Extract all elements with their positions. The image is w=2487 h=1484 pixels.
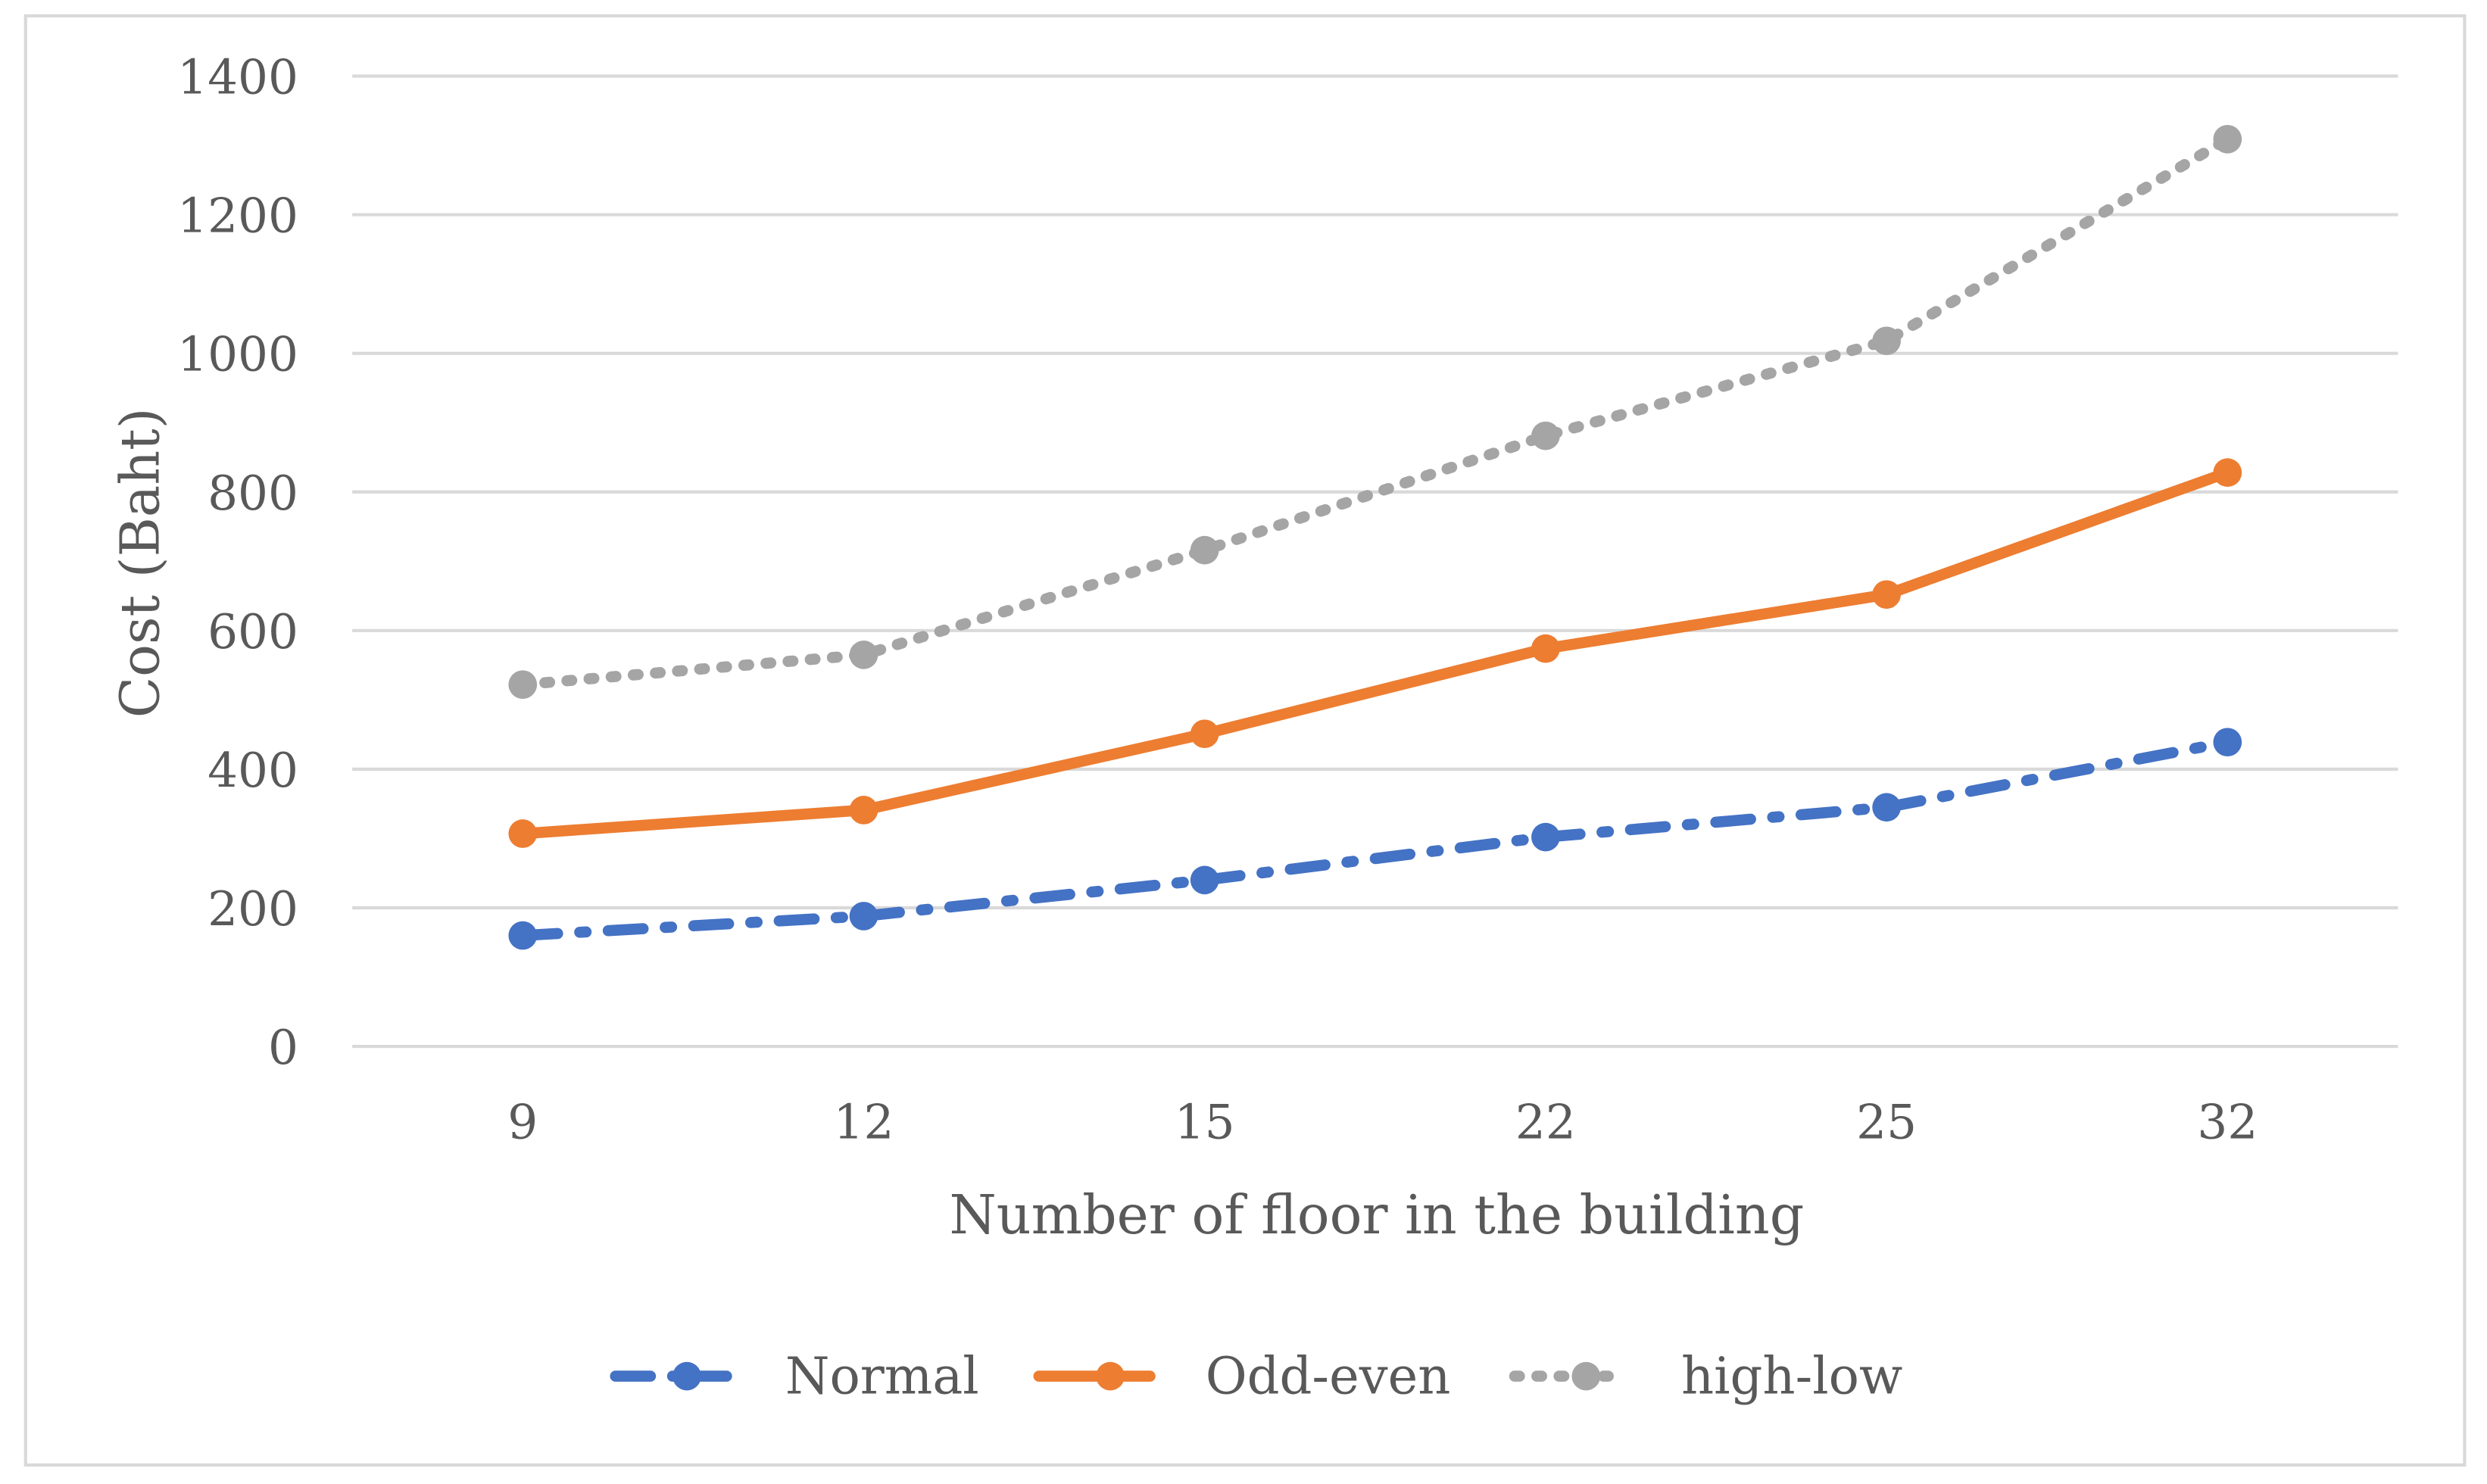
legend-item: Normal <box>610 1347 979 1406</box>
y-axis-label: Cost (Baht) <box>109 407 172 718</box>
data-point <box>1872 580 1901 610</box>
data-point <box>2213 458 2242 487</box>
y-tick-label: 200 <box>208 881 298 937</box>
data-point <box>1872 326 1901 356</box>
data-point <box>849 902 878 931</box>
x-axis-label: Number of floor in the building <box>949 1183 1804 1246</box>
y-tick-label: 1000 <box>177 327 298 382</box>
data-point <box>508 921 538 950</box>
legend-marker <box>1096 1361 1125 1391</box>
data-point <box>1531 822 1560 852</box>
y-tick-label: 400 <box>208 743 298 798</box>
data-point <box>1872 793 1901 822</box>
x-tick-label: 25 <box>1856 1095 1917 1150</box>
series-normal <box>508 728 2242 950</box>
y-tick-label: 0 <box>268 1020 298 1075</box>
legend: Normal Odd-even high-low <box>610 1347 1902 1406</box>
legend-marker <box>672 1361 701 1391</box>
x-tick-label: 32 <box>2197 1095 2258 1150</box>
chart-border <box>23 14 2467 1467</box>
series-line <box>516 466 2233 840</box>
data-point <box>849 796 878 825</box>
data-point <box>2213 728 2242 757</box>
y-tick-label: 600 <box>208 604 298 659</box>
series-line <box>516 133 2233 691</box>
legend-label: Normal <box>785 1347 979 1406</box>
data-point <box>1531 421 1560 450</box>
x-tick-label: 22 <box>1515 1095 1576 1150</box>
x-tick-label: 15 <box>1175 1095 1235 1150</box>
data-point <box>849 641 878 669</box>
data-point <box>1190 719 1219 749</box>
data-point <box>508 670 538 700</box>
data-point <box>508 819 538 848</box>
data-point <box>1531 634 1560 663</box>
x-tick-label: 12 <box>834 1095 894 1150</box>
series-odd-even <box>508 458 2242 848</box>
legend-marker <box>1571 1361 1601 1391</box>
x-tick-label: 9 <box>507 1095 538 1150</box>
series-high-low <box>508 124 2242 700</box>
y-tick-label: 800 <box>208 466 298 521</box>
legend-label: high-low <box>1681 1347 1902 1406</box>
data-point <box>2213 124 2242 154</box>
data-point <box>1190 535 1219 565</box>
legend-item: Odd-even <box>1033 1347 1451 1406</box>
y-tick-label: 1400 <box>177 50 298 105</box>
series-line <box>516 736 2233 941</box>
y-tick-label: 1200 <box>177 189 298 244</box>
data-point <box>1190 865 1219 895</box>
legend-item: high-low <box>1509 1347 1902 1406</box>
legend-label: Odd-even <box>1206 1347 1451 1406</box>
